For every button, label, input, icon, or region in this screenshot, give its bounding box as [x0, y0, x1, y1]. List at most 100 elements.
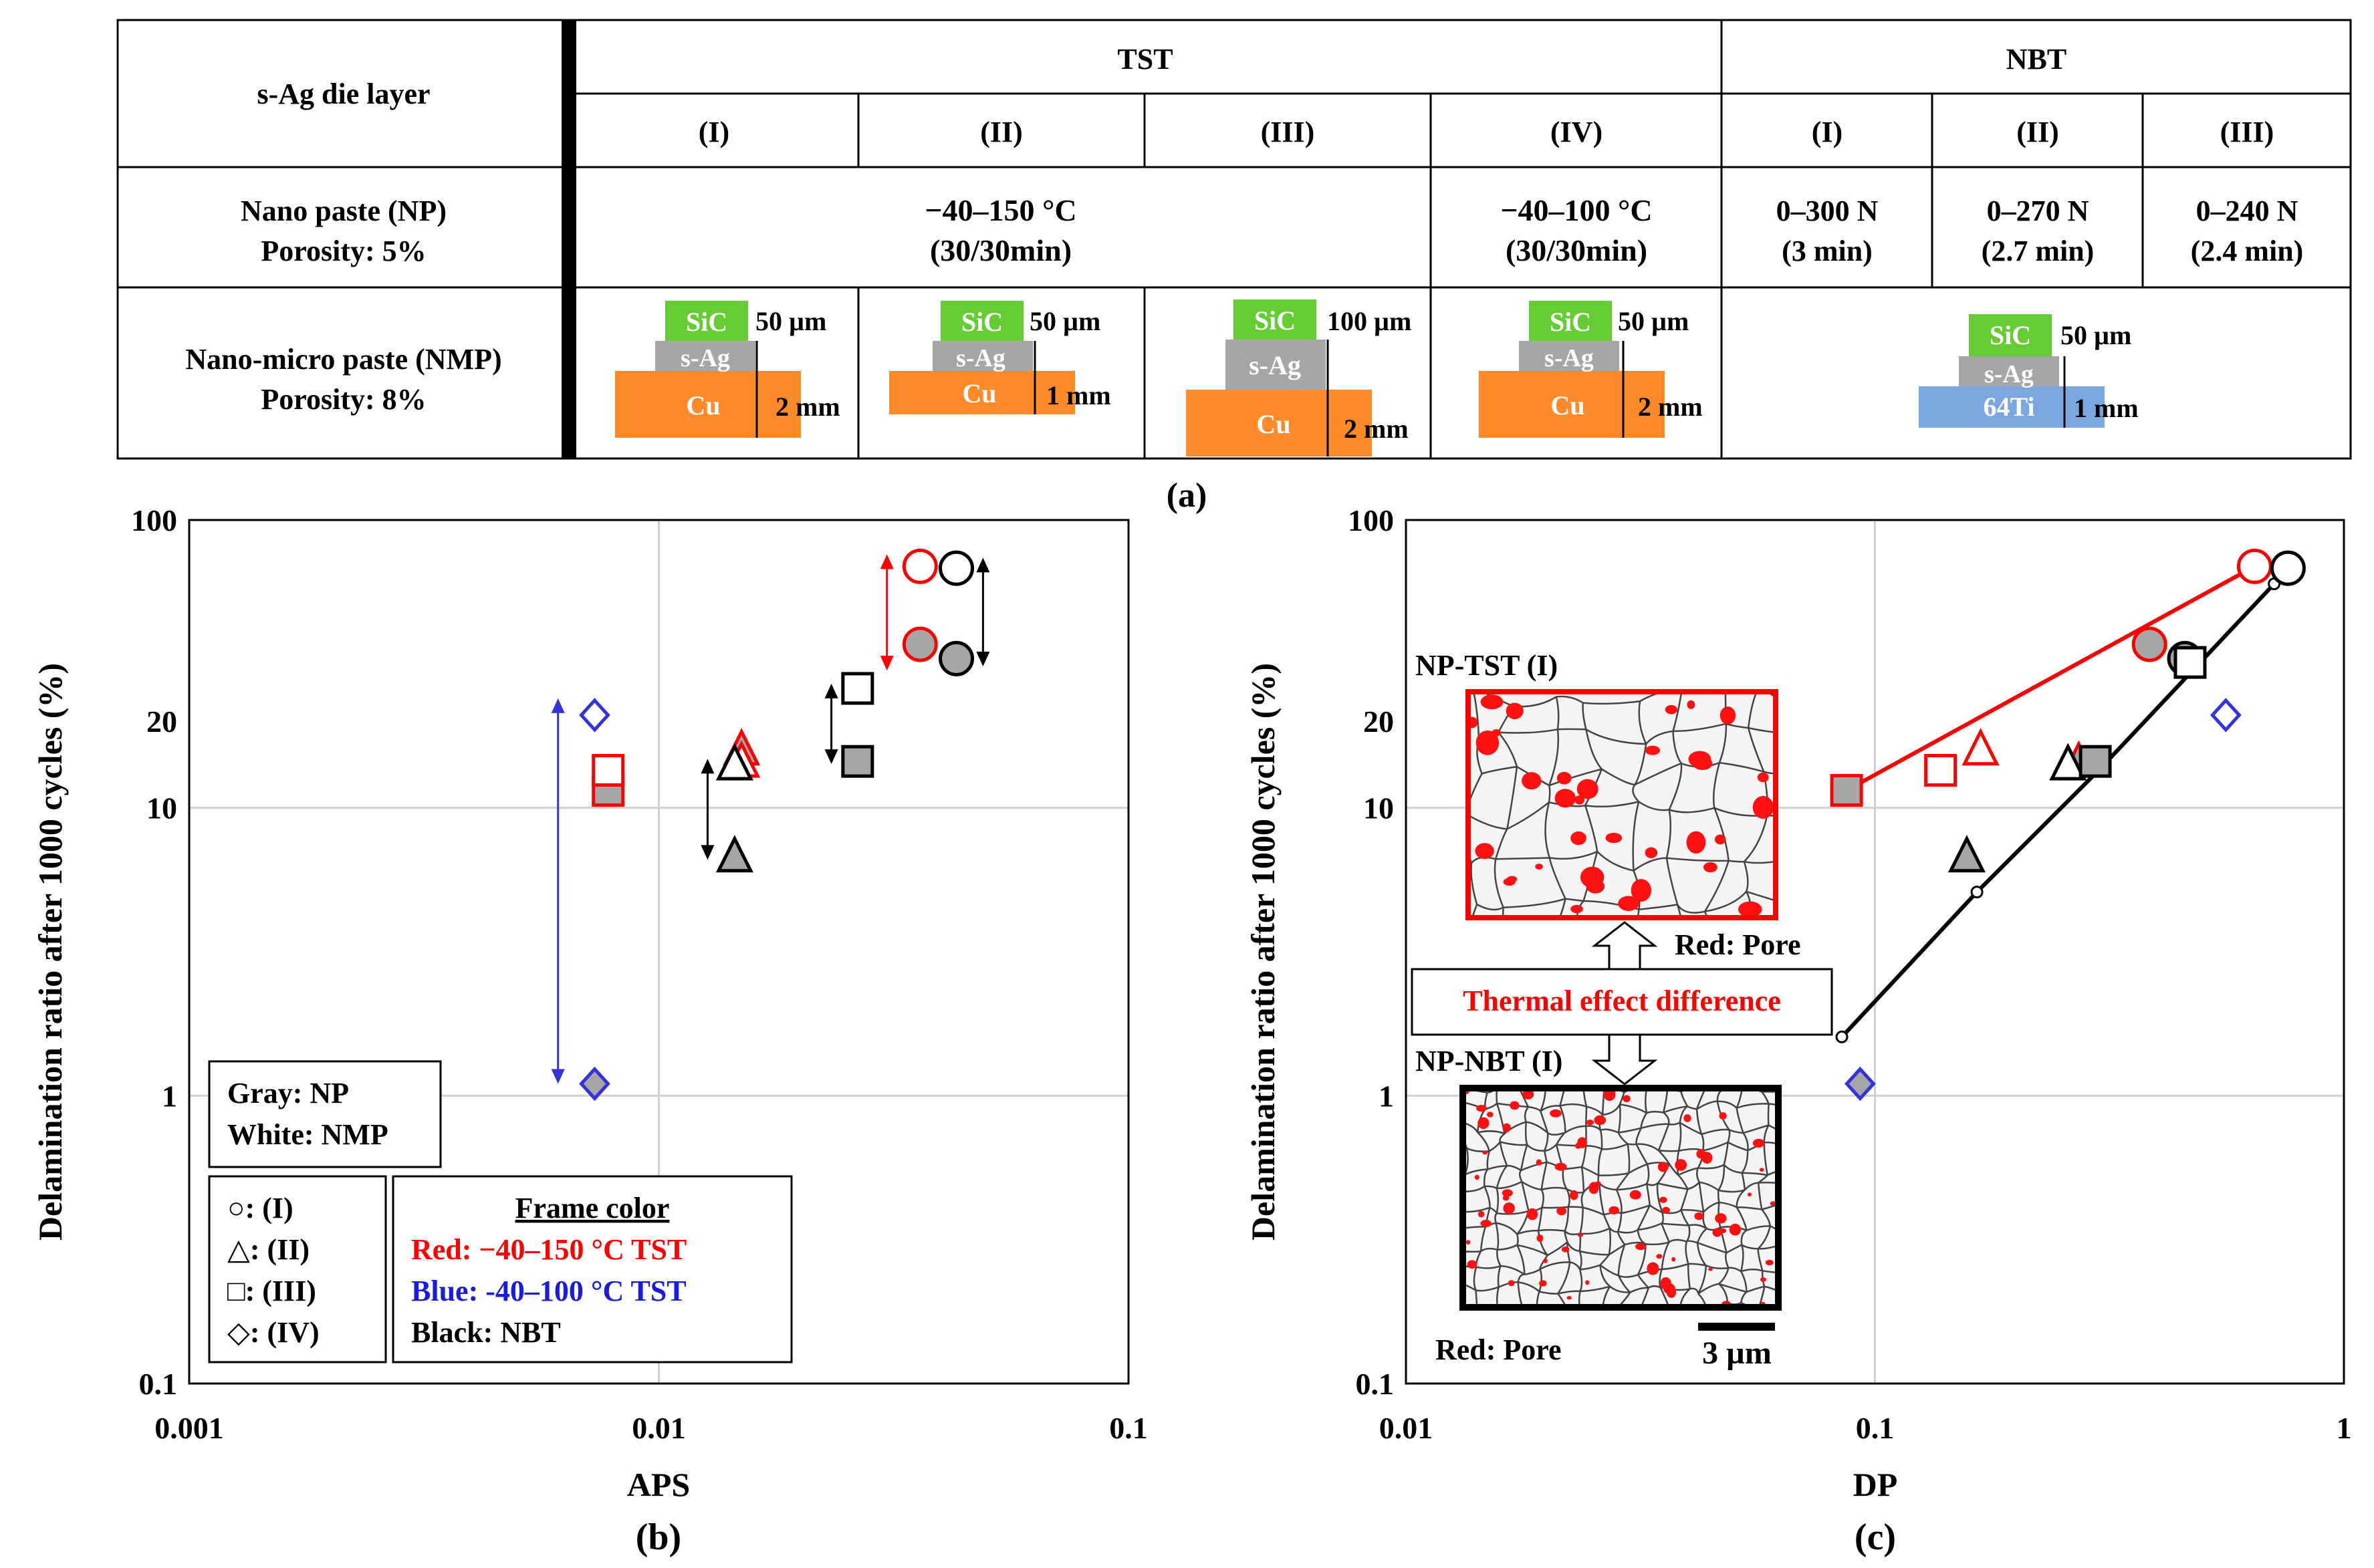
- legend-frame-black: Black: NBT: [411, 1316, 561, 1349]
- legend-frame-red: Red: −40–150 °C TST: [411, 1233, 687, 1266]
- chart-c-plot-frame: [1405, 519, 2345, 1385]
- data-point-nmp-ii: [2049, 743, 2087, 781]
- chart-b-points: [579, 548, 975, 1101]
- range-arrow-head: [976, 557, 990, 573]
- inset-bottom-frame: [1459, 1085, 1782, 1311]
- data-point-np-iv: [579, 1066, 610, 1101]
- nbt-np-2-line2: (2.7 min): [1982, 235, 2095, 267]
- data-point-nmp-iii: [592, 754, 625, 787]
- chart-c-points: [1830, 548, 2306, 1101]
- data-point-nmp-i: [2236, 548, 2272, 584]
- range-arrow-head: [824, 683, 838, 698]
- inset-top-caption: Red: Pore: [1675, 928, 1801, 961]
- chart-b-legend-shape: ○: (I) △: (II) □: (III) ◇: (IV): [208, 1175, 387, 1363]
- structure-diagram-3: SiC s-Ag Cu 100 µm 2 mm: [1186, 299, 1411, 456]
- data-point-nmp-ii: [715, 743, 753, 781]
- svg-text:50 µm: 50 µm: [1030, 306, 1100, 336]
- data-point-np-i: [2131, 626, 2167, 662]
- svg-text:s-Ag: s-Ag: [1984, 360, 2034, 388]
- chart-b-panel-label: (b): [636, 1517, 681, 1558]
- data-point-nmp-iii: [841, 672, 874, 705]
- svg-text:2 mm: 2 mm: [776, 392, 840, 422]
- chartC-y-tick-label: 1: [1379, 1079, 1394, 1113]
- inset-bottom: NP-NBT (I) Red: Pore 3 µm: [1415, 1045, 1782, 1371]
- tst-np-range-b: −40–100 °C: [1500, 193, 1652, 227]
- tst-np-time-b: (30/30min): [1506, 233, 1647, 267]
- data-point-nmp-iii: [1924, 754, 1957, 787]
- range-arrow-head: [551, 698, 565, 713]
- chartB-x-tick-label: 0.01: [632, 1411, 686, 1445]
- data-point-np-ii: [715, 835, 753, 873]
- chartB-y-tick-label: 100: [131, 503, 177, 537]
- chartB-y-tick-label: 1: [162, 1079, 177, 1113]
- data-point-nmp-i: [939, 550, 975, 586]
- svg-text:2 mm: 2 mm: [1344, 414, 1409, 444]
- table-border: [116, 19, 2352, 460]
- chart-b-arrows: [551, 554, 990, 1084]
- row-np-line2: Porosity: 5%: [261, 235, 426, 267]
- inset-bottom-label: NP-NBT (I): [1415, 1045, 1562, 1077]
- fit-line-marker: [1970, 886, 1984, 899]
- data-point-nmp-i: [2270, 550, 2306, 586]
- chart-c-fit-lines: [1835, 564, 2281, 1043]
- data-point-np-iii: [1830, 774, 1863, 807]
- range-arrow-head: [880, 656, 894, 671]
- range-arrow-head: [824, 749, 838, 765]
- svg-text:64Ti: 64Ti: [1983, 392, 2034, 422]
- chart-c-y-axis-label: Delamination ratio after 1000 cycles (%): [1244, 663, 1282, 1240]
- svg-text:Cu: Cu: [686, 390, 720, 420]
- range-arrow-head: [551, 1069, 565, 1084]
- chart-b: 0.001 0.01 0.1 0.1 1 10 20 100 APS (b) Delamina…: [31, 503, 1148, 1558]
- chartB-y-tick-label: 10: [146, 791, 177, 825]
- table-col-nbt-1: (I): [1812, 116, 1843, 148]
- tst-np-range-a: −40–150 °C: [925, 193, 1076, 227]
- legend-shape-circle: ○: (I): [227, 1192, 293, 1224]
- chart-b-legend-fill: Gray: NP White: NMP: [208, 1060, 442, 1168]
- legend-shape-square: □: (III): [227, 1275, 316, 1307]
- chart-b-legend-frame: Frame color Red: −40–150 °C TST Blue: -4…: [392, 1175, 793, 1363]
- inset-top: NP-TST (I) Red: Pore: [1415, 649, 1801, 961]
- row-nmp-line1: Nano-micro paste (NMP): [185, 343, 501, 376]
- legend-fill-white: White: NMP: [227, 1118, 388, 1151]
- nbt-np-3-line1: 0–240 N: [2196, 194, 2298, 227]
- inset-top-label: NP-TST (I): [1415, 649, 1558, 682]
- table-col-tst-2: (II): [980, 116, 1023, 148]
- legend-shape-diamond: ◇: (IV): [227, 1316, 320, 1349]
- structure-diagram-2: SiC s-Ag Cu 50 µm 1 mm: [889, 301, 1111, 414]
- chartB-y-tick-label: 20: [146, 704, 177, 739]
- nbt-np-1-line2: (3 min): [1782, 235, 1873, 267]
- legend-frame-blue: Blue: -40–100 °C TST: [411, 1275, 687, 1307]
- chartC-y-tick-label: 100: [1348, 503, 1394, 537]
- chart-b-y-axis-label: Delamination ratio after 1000 cycles (%): [31, 663, 69, 1240]
- svg-text:SiC: SiC: [1254, 305, 1296, 336]
- nbt-np-1-line1: 0–300 N: [1776, 194, 1879, 227]
- svg-text:SiC: SiC: [1990, 320, 2031, 350]
- nbt-np-3-line2: (2.4 min): [2191, 235, 2304, 267]
- svg-text:SiC: SiC: [961, 307, 1003, 337]
- inset-top-micrograph: [1468, 692, 1776, 918]
- svg-text:s-Ag: s-Ag: [1544, 344, 1594, 372]
- table-col-tst-3: (III): [1261, 116, 1315, 148]
- data-point-np-i: [902, 626, 938, 662]
- chartB-x-tick-label: 0.1: [1109, 1411, 1148, 1445]
- table-col-tst-1: (I): [699, 116, 729, 148]
- structure-diagram-5: SiC s-Ag 64Ti 50 µm 1 mm: [1919, 314, 2139, 428]
- row-nmp-line2: Porosity: 8%: [261, 383, 426, 416]
- svg-text:Cu: Cu: [1550, 390, 1584, 420]
- table-col-nbt-3: (III): [2220, 116, 2274, 148]
- svg-text:100 µm: 100 µm: [1327, 306, 1411, 336]
- svg-text:50 µm: 50 µm: [2060, 320, 2131, 350]
- panel-label-a: (a): [1167, 477, 1207, 515]
- structure-diagram-4: SiC s-Ag Cu 50 µm 2 mm: [1479, 301, 1703, 438]
- chartC-x-tick-label: 1: [2337, 1411, 2352, 1445]
- data-point-nmp-iv: [2210, 698, 2242, 733]
- inset-arrows: Thermal effect difference: [1411, 921, 1833, 1085]
- condition-table: s-Ag die layer TST NBT (I) (II) (III) (I…: [116, 19, 2352, 515]
- svg-text:1 mm: 1 mm: [1046, 380, 1111, 410]
- fit-line-marker: [1835, 1030, 1849, 1043]
- data-point-nmp-iv: [579, 698, 610, 733]
- chart-c-ticks: 0.01 0.1 1 0.1 1 10 20 100: [1348, 503, 2352, 1445]
- table-col-nbt-2: (II): [2016, 116, 2059, 148]
- data-point-np-iv: [1845, 1066, 1876, 1101]
